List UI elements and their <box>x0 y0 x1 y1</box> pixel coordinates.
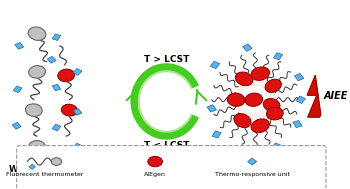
Text: AIEE: AIEE <box>323 91 348 101</box>
Polygon shape <box>47 56 56 63</box>
Ellipse shape <box>61 104 77 116</box>
Ellipse shape <box>265 79 281 92</box>
Polygon shape <box>293 120 302 128</box>
Text: T < LCST: T < LCST <box>144 141 189 150</box>
Polygon shape <box>12 122 21 129</box>
Text: Strong emission: Strong emission <box>216 165 295 174</box>
Polygon shape <box>241 146 251 154</box>
Ellipse shape <box>234 77 276 122</box>
Ellipse shape <box>234 114 251 128</box>
Ellipse shape <box>29 66 46 78</box>
Ellipse shape <box>243 86 268 114</box>
Ellipse shape <box>58 69 75 82</box>
Text: AIEgen: AIEgen <box>144 172 166 177</box>
Polygon shape <box>272 143 281 150</box>
Polygon shape <box>212 131 221 138</box>
Ellipse shape <box>251 119 270 133</box>
Polygon shape <box>210 61 220 69</box>
Text: Thermo-responsive unit: Thermo-responsive unit <box>215 172 290 177</box>
Polygon shape <box>294 74 304 81</box>
Polygon shape <box>73 68 82 75</box>
Ellipse shape <box>245 93 263 106</box>
Ellipse shape <box>226 68 285 131</box>
Polygon shape <box>307 75 321 117</box>
Polygon shape <box>296 96 306 103</box>
Polygon shape <box>15 43 24 49</box>
Ellipse shape <box>29 141 46 153</box>
Polygon shape <box>13 86 22 93</box>
Ellipse shape <box>263 99 280 111</box>
Polygon shape <box>207 105 216 112</box>
Polygon shape <box>73 143 82 150</box>
Text: T > LCST: T > LCST <box>144 55 189 64</box>
Polygon shape <box>52 124 61 131</box>
Polygon shape <box>52 34 61 40</box>
Text: Weak emission: Weak emission <box>9 165 82 174</box>
Ellipse shape <box>51 158 62 165</box>
Polygon shape <box>29 164 35 169</box>
Text: Fluorecent thermometer: Fluorecent thermometer <box>6 172 84 177</box>
Polygon shape <box>248 158 257 165</box>
Polygon shape <box>243 44 252 51</box>
Ellipse shape <box>26 104 42 116</box>
Ellipse shape <box>148 156 162 167</box>
Polygon shape <box>73 108 82 115</box>
Ellipse shape <box>235 72 253 86</box>
FancyBboxPatch shape <box>17 146 326 189</box>
Polygon shape <box>52 84 61 91</box>
Ellipse shape <box>28 27 46 40</box>
Ellipse shape <box>251 67 270 80</box>
Polygon shape <box>36 150 44 157</box>
Polygon shape <box>273 53 283 60</box>
Ellipse shape <box>227 93 245 106</box>
Ellipse shape <box>266 107 283 120</box>
